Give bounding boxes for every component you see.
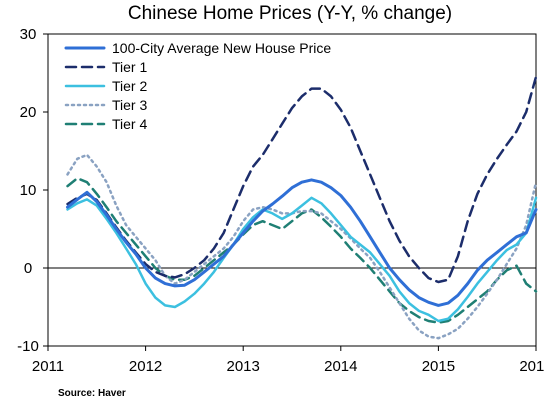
x-tick-label: 2015 — [422, 358, 455, 375]
legend: 100-City Average New House Price Tier 1 Ti… — [64, 40, 331, 132]
y-axis: 30 20 10 0 -10 — [17, 26, 48, 355]
y-tick-label: 0 — [24, 260, 32, 277]
y-tick-label: 30 — [20, 26, 37, 43]
series-line-tier-2 — [66, 196, 538, 323]
x-tick-label: 2013 — [227, 358, 260, 375]
y-tick-label: 20 — [20, 104, 37, 121]
legend-label: Tier 3 — [112, 97, 147, 113]
series-line-100-city-average — [66, 178, 538, 307]
legend-label: Tier 4 — [112, 116, 147, 132]
legend-label: 100-City Average New House Price — [112, 40, 331, 56]
y-tick-label: 10 — [20, 182, 37, 199]
series-lines — [66, 75, 538, 340]
legend-label: Tier 1 — [112, 59, 147, 75]
y-tick-label: -10 — [17, 338, 39, 355]
series-line-tier-1 — [66, 75, 538, 284]
x-tick-label: 2016 — [519, 358, 544, 375]
legend-label: Tier 2 — [112, 78, 147, 94]
x-tick-label: 2011 — [32, 358, 64, 375]
x-tick-label: 2014 — [324, 358, 357, 375]
chart-title: Chinese Home Prices (Y-Y, % change) — [128, 3, 452, 24]
x-tick-label: 2012 — [129, 358, 162, 375]
series-line-tier-3 — [66, 153, 538, 340]
x-axis: 2011 2012 2013 2014 2015 2016 — [32, 346, 544, 375]
source-note: Source: Haver — [58, 388, 126, 399]
series-line-tier-4 — [66, 177, 538, 324]
